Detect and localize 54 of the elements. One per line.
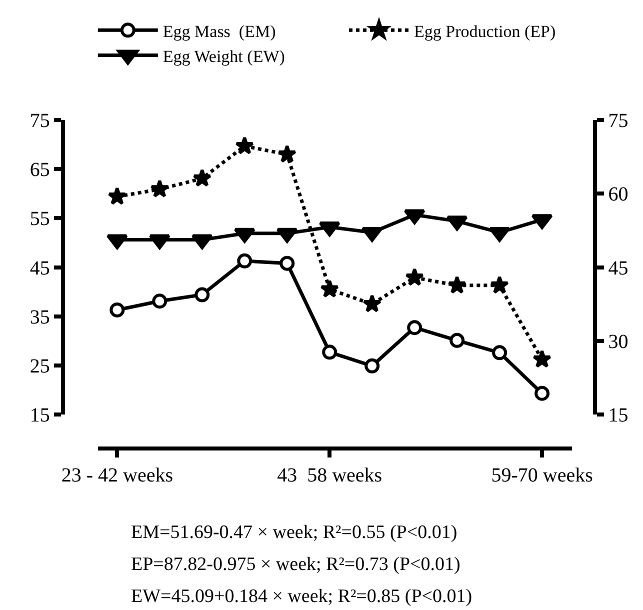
point (234, 228, 256, 243)
y2-tick-label: 75 (608, 110, 628, 132)
point (364, 358, 380, 374)
point (106, 234, 128, 250)
y-tick-label: 45 (30, 257, 50, 280)
point (235, 136, 254, 154)
point (192, 168, 212, 187)
point (532, 350, 552, 368)
point (448, 276, 467, 294)
y-tick-label: 65 (30, 159, 50, 182)
legend-label: Egg Production (EP) (414, 22, 556, 41)
point (405, 268, 424, 286)
point (407, 320, 422, 336)
point (110, 302, 125, 318)
point (108, 186, 127, 205)
y-tick-label: 75 (30, 110, 50, 132)
point (492, 345, 508, 360)
point (237, 253, 252, 268)
point (490, 276, 510, 294)
point (148, 234, 170, 250)
y2-tick-label: 15 (608, 404, 628, 426)
x-tick-label: 23 - 42 weeks (61, 464, 174, 487)
point (450, 332, 465, 348)
point (194, 287, 210, 302)
y-tick-label: 15 (30, 404, 50, 426)
point (280, 256, 295, 271)
point (534, 386, 550, 401)
point (361, 226, 383, 242)
point (404, 209, 426, 224)
text: EW=45.09+0.184 × week; R²=0.85 (P<0.01) (131, 586, 472, 607)
legend-label: Egg Weight (EW) (162, 46, 285, 66)
text: EM=51.69-0.47 × week; R²=0.55 (P<0.01) (131, 522, 458, 543)
point (488, 226, 510, 242)
point (322, 344, 338, 360)
point (276, 228, 298, 243)
y-tick-label: 55 (30, 208, 50, 230)
text: EP=87.82-0.975 × week; R²=0.73 (P<0.01) (131, 554, 460, 575)
y2-tick-label: 30 (608, 330, 628, 353)
y-tick-label: 35 (30, 306, 50, 328)
point (446, 216, 468, 231)
point (362, 294, 382, 312)
x-tick-label: 59-70 weeks (491, 464, 594, 487)
point (191, 234, 213, 250)
y2-tick-label: 45 (608, 257, 628, 280)
point (318, 222, 340, 237)
point (152, 294, 168, 309)
x-tick-label: 43 58 weeks (277, 464, 382, 487)
legend-label: Egg Mass (EM) (162, 22, 276, 41)
point (531, 214, 553, 230)
point (320, 279, 340, 298)
y-tick-label: 25 (30, 355, 50, 378)
point (150, 179, 170, 198)
y2-tick-label: 60 (608, 184, 628, 206)
point (278, 144, 297, 163)
